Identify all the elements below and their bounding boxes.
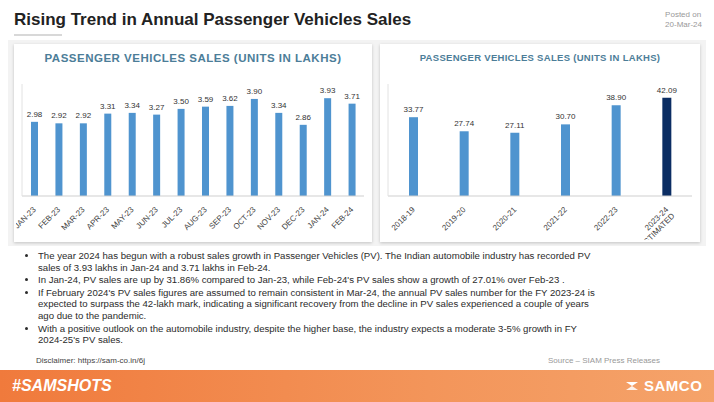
svg-text:27.74: 27.74: [454, 119, 475, 128]
svg-text:JUN-23: JUN-23: [134, 205, 160, 231]
svg-text:2.92: 2.92: [51, 111, 67, 120]
html-text:With a positive outlook on the: With a positive outlook on the automobil…: [38, 322, 577, 346]
svg-text:3.59: 3.59: [198, 95, 214, 104]
svg-text:3.93: 3.93: [320, 86, 336, 95]
svg-text:MAR-23: MAR-23: [59, 205, 86, 232]
svg-text:SEP-23: SEP-23: [207, 205, 233, 231]
svg-text:JAN-23: JAN-23: [16, 205, 38, 231]
html-text:20-Mar-24: 20-Mar-24: [665, 20, 702, 29]
svg-text:AUG-23: AUG-23: [182, 205, 209, 232]
svg-text:27.11: 27.11: [505, 121, 525, 130]
svg-text:3.90: 3.90: [247, 87, 263, 96]
svg-text:OCT-23: OCT-23: [231, 205, 258, 232]
svg-text:JUL-23: JUL-23: [160, 205, 185, 230]
svg-text:NOV-23: NOV-23: [256, 205, 283, 232]
svg-text:DEC-23: DEC-23: [280, 205, 307, 232]
svg-text:3.27: 3.27: [149, 103, 165, 112]
svg-text:2.86: 2.86: [295, 113, 311, 122]
html-text:#SAMSHOTS: #SAMSHOTS: [12, 377, 112, 394]
html-text:Disclaimer: https://sam-co.in/: Disclaimer: https://sam-co.in/6j: [36, 356, 145, 365]
svg-text:3.34: 3.34: [271, 101, 287, 110]
html-text:Posted on: Posted on: [665, 10, 702, 19]
svg-text:3.31: 3.31: [100, 102, 116, 111]
html-text:Rising Trend in Annual Passeng: Rising Trend in Annual Passenger Vehicle…: [14, 10, 412, 29]
svg-text:3.50: 3.50: [173, 97, 189, 106]
html-text:If February 2024's PV sales fi: If February 2024's PV sales figures are …: [38, 286, 595, 321]
html-text:PASSENGER VEHICLES SALES (UNIT: PASSENGER VEHICLES SALES (UNITS IN LAKHS…: [419, 52, 661, 63]
svg-text:2023-24ESTIMATED: 2023-24ESTIMATED: [632, 205, 677, 240]
svg-text:3.71: 3.71: [344, 92, 360, 101]
svg-text:FEB-24: FEB-24: [330, 205, 356, 231]
svg-text:JAN-24: JAN-24: [306, 205, 332, 231]
svg-text:2019-20: 2019-20: [440, 205, 468, 233]
svg-text:MAY-23: MAY-23: [110, 205, 136, 231]
svg-text:38.90: 38.90: [606, 93, 627, 102]
svg-text:33.77: 33.77: [403, 105, 424, 114]
svg-text:APR-23: APR-23: [85, 205, 112, 232]
html-text:Source – SIAM Press Releases: Source – SIAM Press Releases: [548, 356, 660, 365]
svg-text:42.09: 42.09: [657, 86, 678, 95]
svg-text:3.62: 3.62: [222, 94, 238, 103]
svg-text:2022-23: 2022-23: [592, 205, 620, 233]
svg-text:2.92: 2.92: [76, 111, 92, 120]
svg-text:30.70: 30.70: [555, 112, 576, 121]
svg-text:2018-19: 2018-19: [390, 205, 418, 233]
html-text:The year 2024 has begun with a: The year 2024 has begun with a robust sa…: [38, 250, 591, 273]
svg-text:2.98: 2.98: [27, 110, 43, 119]
html-text:SAMCO: SAMCO: [644, 377, 703, 394]
html-text:PASSENGER VEHICLES SALES (UNIT: PASSENGER VEHICLES SALES (UNITS IN LAKHS…: [44, 52, 342, 64]
html-text:In Jan-24, PV sales are up by: In Jan-24, PV sales are up by 31.86% com…: [38, 274, 565, 286]
svg-text:2021-22: 2021-22: [542, 205, 570, 233]
svg-text:FEB-23: FEB-23: [37, 205, 63, 231]
svg-text:2020-21: 2020-21: [491, 205, 519, 233]
svg-text:3.34: 3.34: [124, 101, 140, 110]
